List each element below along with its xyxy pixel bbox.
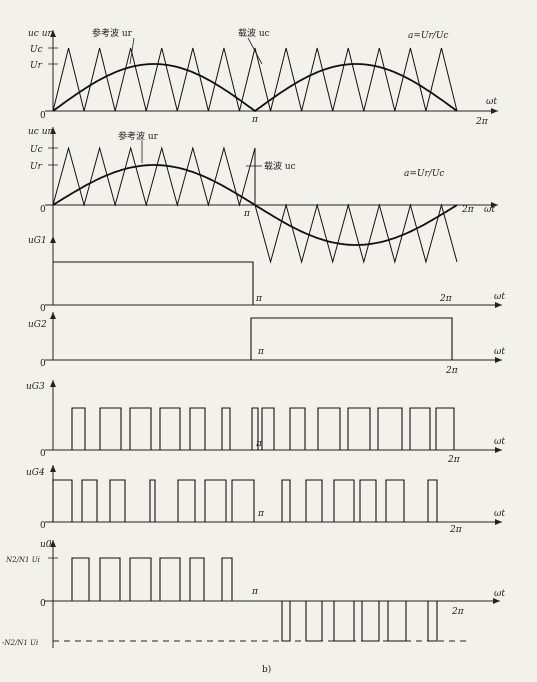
panel-2-bipolar-carrier: uc ur Uc Ur 参考波 ur 载波 uc a=Ur/Uc 0 π 2π … [28,127,498,264]
panel-1-origin: 0 [40,111,46,121]
panel-1-carrier-text: 载波 uc [238,27,270,39]
panel-7-pi: π [251,587,259,597]
panel-1-ur-label: Ur [30,61,43,71]
panel-2-reference-wave [52,164,458,246]
panel-5-gate-3: uG3 0 π 2π ωt [26,380,505,465]
panel-6-2pi: 2π [449,525,463,535]
panel-6-origin: 0 [40,521,46,531]
panel-7-positive-pulses [71,557,233,601]
panel-2-origin: 0 [40,205,46,215]
panel-4-omega-t: ωt [494,347,505,357]
figure-caption: b) [262,664,271,675]
panel-3-omega-t: ωt [494,292,505,302]
panel-2-carrier-negative [254,203,458,264]
panel-1-ref-text: 参考波 ur [92,27,133,39]
panel-7-pos-level: N2/N1 Ui [5,556,40,564]
panel-1-2pi: 2π [475,117,489,127]
panel-7-output-voltage: u0 N2/N1 Ui -N2/N1 Ui 0 π 2π ωt [2,540,505,648]
panel-7-origin: 0 [40,599,46,609]
panel-4-gate-2: uG2 0 π 2π ωt [28,312,505,376]
panel-3-2pi: 2π [439,294,453,304]
panel-6-pi: π [257,509,265,519]
panel-1-reference-wave [52,63,458,113]
panel-1-carrier-wave [52,47,458,112]
panel-7-negative-pulses [281,601,438,642]
panel-2-carrier-positive [52,146,256,207]
panel-4-origin: 0 [40,359,46,369]
panel-1-carrier-leader [247,37,263,65]
panel-4-pi: π [257,347,265,357]
panel-2-2pi: 2π [461,205,475,215]
panel-1-carrier-reference: uc ur Uc Ur 参考波 ur 载波 uc a=Ur/Uc 0 π 2π … [28,27,498,127]
panel-1-pi: π [251,115,259,125]
panel-2-pi: π [243,209,251,219]
panel-3-y-label: uG1 [28,236,47,246]
panel-6-gate-4: uG4 0 π 2π ωt [26,465,505,535]
panel-6-omega-t: ωt [494,509,505,519]
panel-5-omega-t: ωt [494,437,505,447]
panel-7-2pi: 2π [451,607,465,617]
panel-5-2pi: 2π [447,455,461,465]
panel-7-neg-level: -N2/N1 Ui [2,639,38,647]
panel-5-y-label: uG3 [26,382,45,392]
panel-2-omega-t: ωt [484,205,495,215]
panel-4-2pi: 2π [445,366,459,376]
panel-1-uc-label: Uc [30,45,43,55]
panel-2-ratio: a=Ur/Uc [404,169,444,179]
panel-2-ref-text: 参考波 ur [118,130,159,142]
panel-5-pi: π [255,439,263,449]
panel-2-carrier-text: 载波 uc [264,160,296,172]
panel-3-origin: 0 [40,304,46,314]
panel-1-y-label: uc ur [28,29,52,39]
panel-6-y-label: uG4 [26,468,45,478]
panel-7-omega-t: ωt [494,589,505,599]
panel-4-y-label: uG2 [28,320,47,330]
panel-3-gate-1: uG1 0 π 2π ωt [28,236,505,314]
panel-1-ratio: a=Ur/Uc [408,31,448,41]
panel-1-ref-leader [129,37,135,65]
panel-5-origin: 0 [40,449,46,459]
panel-5-pulse-train [71,407,455,450]
panel-6-pulse-train [52,479,438,522]
panel-2-ur-label: Ur [30,162,43,172]
panel-2-uc-label: Uc [30,145,43,155]
panel-7-y-label: u0 [40,540,52,550]
panel-3-pi: π [255,294,263,304]
panel-3-pulse [53,261,254,305]
panel-2-y-label: uc ur [28,127,52,137]
panel-4-pulse [250,317,453,360]
panel-1-omega-t: ωt [486,97,497,107]
